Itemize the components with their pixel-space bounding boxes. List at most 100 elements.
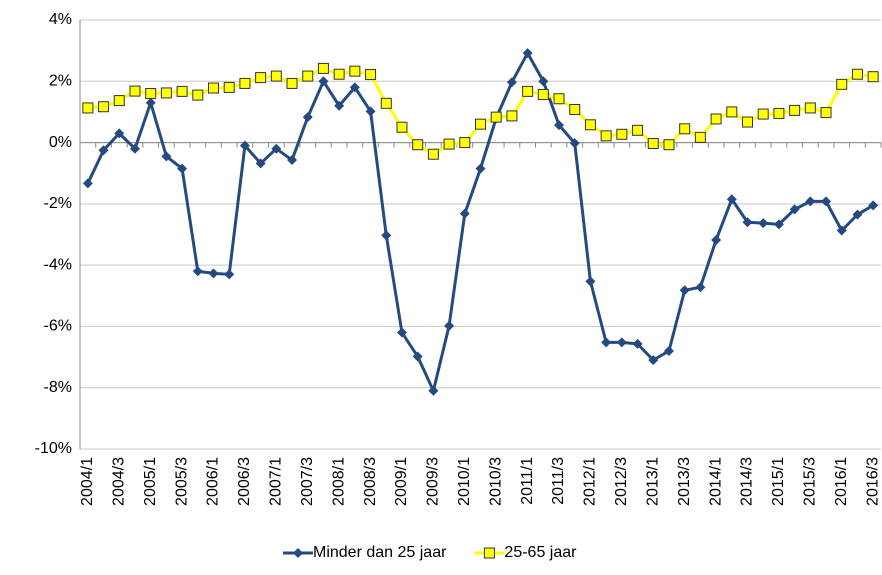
- legend-marker: [293, 548, 303, 558]
- data-point: [569, 103, 581, 115]
- x-tick-label: 2010/1: [456, 457, 473, 506]
- data-point: [726, 194, 737, 205]
- data-point: [773, 107, 785, 119]
- x-tick-label: 2009/1: [393, 457, 410, 506]
- data-point: [600, 130, 612, 142]
- data-point: [616, 337, 627, 348]
- x-tick-label: 2007/1: [268, 457, 285, 506]
- x-tick-label: 2014/3: [739, 457, 756, 506]
- data-point: [757, 108, 769, 120]
- x-tick-label: 2004/1: [79, 457, 96, 506]
- data-point: [98, 101, 110, 113]
- data-point: [554, 120, 565, 131]
- data-point: [506, 77, 517, 88]
- data-point: [459, 137, 471, 149]
- data-point: [113, 95, 125, 107]
- data-point: [459, 208, 470, 219]
- data-point: [648, 355, 659, 366]
- data-point: [522, 48, 533, 59]
- data-point: [632, 338, 643, 349]
- data-point: [427, 148, 439, 160]
- data-point: [160, 87, 172, 99]
- data-point: [381, 230, 392, 241]
- data-point: [255, 72, 267, 84]
- data-point: [349, 65, 361, 77]
- data-point: [663, 345, 674, 356]
- data-point: [663, 139, 675, 151]
- x-tick-label: 2012/1: [582, 457, 599, 506]
- data-point: [821, 196, 832, 207]
- x-tick-label: 2016/3: [864, 457, 881, 506]
- data-point: [632, 124, 644, 136]
- data-point: [270, 70, 282, 82]
- data-point: [161, 151, 172, 162]
- data-point: [412, 351, 423, 362]
- data-point: [805, 196, 816, 207]
- data-point: [553, 93, 565, 105]
- x-tick-label: 2008/3: [362, 457, 379, 506]
- data-point: [302, 70, 314, 82]
- data-point: [758, 218, 769, 229]
- data-point: [711, 235, 722, 246]
- x-tick-label: 2006/3: [236, 457, 253, 506]
- data-point: [868, 200, 879, 211]
- data-point: [177, 163, 188, 174]
- x-tick-label: 2016/1: [833, 457, 850, 506]
- data-point: [412, 139, 424, 151]
- x-tick-label: 2015/1: [770, 457, 787, 506]
- data-point: [647, 137, 659, 149]
- y-tick-label: -2%: [44, 195, 72, 212]
- x-tick-label: 2006/1: [205, 457, 222, 506]
- data-point: [616, 128, 628, 140]
- data-point: [569, 138, 580, 149]
- legend-label: Minder dan 25 jaar: [313, 544, 447, 561]
- data-point: [584, 119, 596, 131]
- data-point: [851, 68, 863, 80]
- data-point: [773, 219, 784, 230]
- data-point: [694, 131, 706, 143]
- data-point: [679, 123, 691, 135]
- data-point: [192, 266, 203, 277]
- y-tick-label: 2%: [49, 73, 72, 90]
- data-point: [836, 78, 848, 90]
- data-point: [428, 385, 439, 396]
- data-point: [601, 337, 612, 348]
- data-point: [679, 285, 690, 296]
- data-point: [710, 113, 722, 125]
- data-point: [396, 121, 408, 133]
- y-tick-label: -6%: [44, 318, 72, 335]
- data-point: [255, 158, 266, 169]
- x-tick-label: 2008/1: [330, 457, 347, 506]
- x-tick-label: 2011/3: [550, 457, 567, 505]
- x-tick-label: 2009/3: [425, 457, 442, 506]
- data-point: [223, 81, 235, 93]
- data-point: [490, 111, 502, 123]
- data-point: [129, 143, 140, 154]
- y-tick-label: -10%: [35, 440, 72, 457]
- data-point: [444, 320, 455, 331]
- data-point: [114, 128, 125, 139]
- data-point: [82, 178, 93, 189]
- data-point: [506, 110, 518, 122]
- x-tick-label: 2015/3: [802, 457, 819, 506]
- data-point: [271, 143, 282, 154]
- data-point: [742, 217, 753, 228]
- data-point: [820, 107, 832, 119]
- data-point: [145, 97, 156, 108]
- x-tick-label: 2007/3: [299, 457, 316, 506]
- data-point: [852, 209, 863, 220]
- x-tick-label: 2014/1: [707, 457, 724, 506]
- data-point: [287, 155, 298, 166]
- data-point: [380, 97, 392, 109]
- y-tick-label: 0%: [49, 134, 72, 151]
- data-point: [208, 268, 219, 279]
- data-point: [836, 225, 847, 236]
- data-point: [475, 118, 486, 130]
- data-point: [867, 71, 879, 83]
- data-point: [742, 116, 753, 128]
- data-point: [349, 82, 360, 93]
- x-tick-label: 2011/1: [519, 457, 536, 505]
- data-point: [537, 88, 549, 100]
- x-tick-label: 2010/3: [487, 457, 504, 506]
